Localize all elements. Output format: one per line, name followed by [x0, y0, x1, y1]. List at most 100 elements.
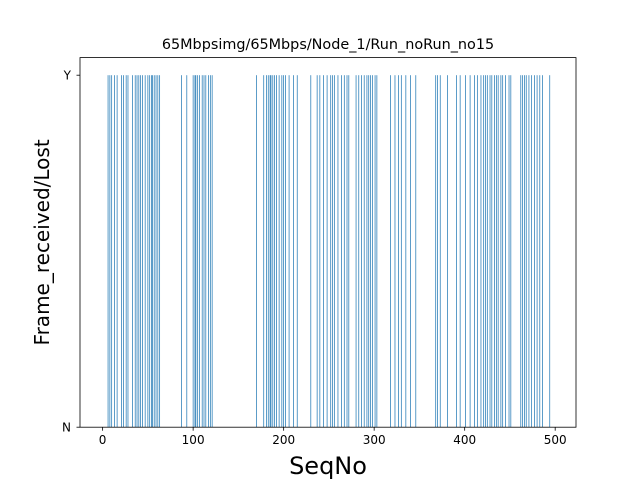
bar	[536, 75, 538, 428]
bar	[256, 75, 257, 428]
bar	[332, 75, 333, 428]
x-axis-ticks: 0 100 200 300 400 500	[99, 427, 567, 447]
bar	[398, 75, 399, 428]
bar	[310, 75, 312, 428]
bar	[127, 75, 129, 428]
bar	[281, 75, 283, 428]
y-tick-label: N	[62, 421, 71, 435]
bar	[439, 75, 441, 428]
bar	[121, 75, 122, 428]
bar	[415, 75, 417, 428]
bar	[186, 75, 188, 428]
bar	[205, 75, 207, 428]
bar	[114, 75, 115, 428]
bar	[343, 75, 345, 428]
bar	[109, 75, 111, 428]
x-tick-label: 500	[544, 433, 567, 447]
bar	[132, 75, 133, 428]
bar	[400, 75, 402, 428]
bar	[155, 75, 157, 428]
bar	[123, 75, 124, 428]
bar	[346, 75, 348, 428]
bar	[274, 75, 275, 428]
bar	[520, 75, 522, 428]
bar	[326, 75, 328, 428]
bar	[485, 75, 486, 428]
bar	[542, 75, 543, 428]
bar	[134, 75, 136, 428]
bar	[194, 75, 196, 428]
bar	[203, 75, 205, 428]
bar	[358, 75, 360, 428]
bar	[363, 75, 365, 428]
bar	[368, 75, 370, 428]
bar	[456, 75, 457, 428]
bar	[505, 75, 506, 428]
bar	[366, 75, 368, 428]
bar	[447, 75, 448, 428]
bar	[195, 75, 197, 428]
chart-title: 65Mbpsimg/65Mbps/Node_1/Run_noRun_no15	[162, 37, 494, 53]
bar	[296, 75, 298, 428]
bar	[341, 75, 342, 428]
bar	[333, 75, 335, 428]
bar	[142, 75, 143, 428]
x-tick-label: 300	[363, 433, 386, 447]
bar	[376, 75, 378, 428]
bar	[390, 75, 391, 428]
bar	[337, 75, 339, 428]
bar	[348, 75, 350, 428]
bar	[278, 75, 280, 428]
bar	[508, 75, 510, 428]
y-axis-ticks: NY	[62, 69, 80, 435]
bar	[211, 75, 213, 428]
x-tick-label: 0	[99, 433, 107, 447]
bar	[539, 75, 541, 428]
plot-frame	[79, 57, 577, 428]
bar	[316, 75, 318, 428]
bar	[149, 75, 151, 428]
bar	[140, 75, 142, 428]
x-tick-label: 400	[453, 433, 476, 447]
bar	[288, 75, 290, 428]
bar	[437, 75, 438, 428]
bar	[459, 75, 461, 428]
x-axis-label: SeqNo	[289, 452, 367, 480]
bar	[285, 75, 286, 428]
bar	[263, 75, 265, 428]
bar	[483, 75, 485, 428]
bar	[525, 75, 527, 428]
bar	[469, 75, 471, 428]
bar	[266, 75, 267, 428]
bar	[209, 75, 211, 428]
bar	[528, 75, 530, 428]
bar	[394, 75, 396, 428]
bar	[199, 75, 200, 428]
bar	[283, 75, 285, 428]
bar	[371, 75, 373, 428]
bar	[491, 75, 493, 428]
bar	[495, 75, 497, 428]
bar	[510, 75, 512, 428]
bar	[549, 75, 551, 428]
bar	[374, 75, 376, 428]
x-tick-label: 100	[182, 433, 205, 447]
bar	[361, 75, 362, 428]
bar	[136, 75, 138, 428]
bar	[524, 75, 525, 428]
bar	[355, 75, 357, 428]
bar	[125, 75, 127, 428]
bar	[152, 75, 153, 428]
bar	[465, 75, 466, 428]
bar	[201, 75, 203, 428]
bar	[208, 75, 209, 428]
bar	[319, 75, 321, 428]
bar	[276, 75, 277, 428]
bar	[153, 75, 155, 428]
bar	[500, 75, 502, 428]
bar	[497, 75, 499, 428]
bar	[293, 75, 294, 428]
bar	[323, 75, 324, 428]
bar	[534, 75, 535, 428]
